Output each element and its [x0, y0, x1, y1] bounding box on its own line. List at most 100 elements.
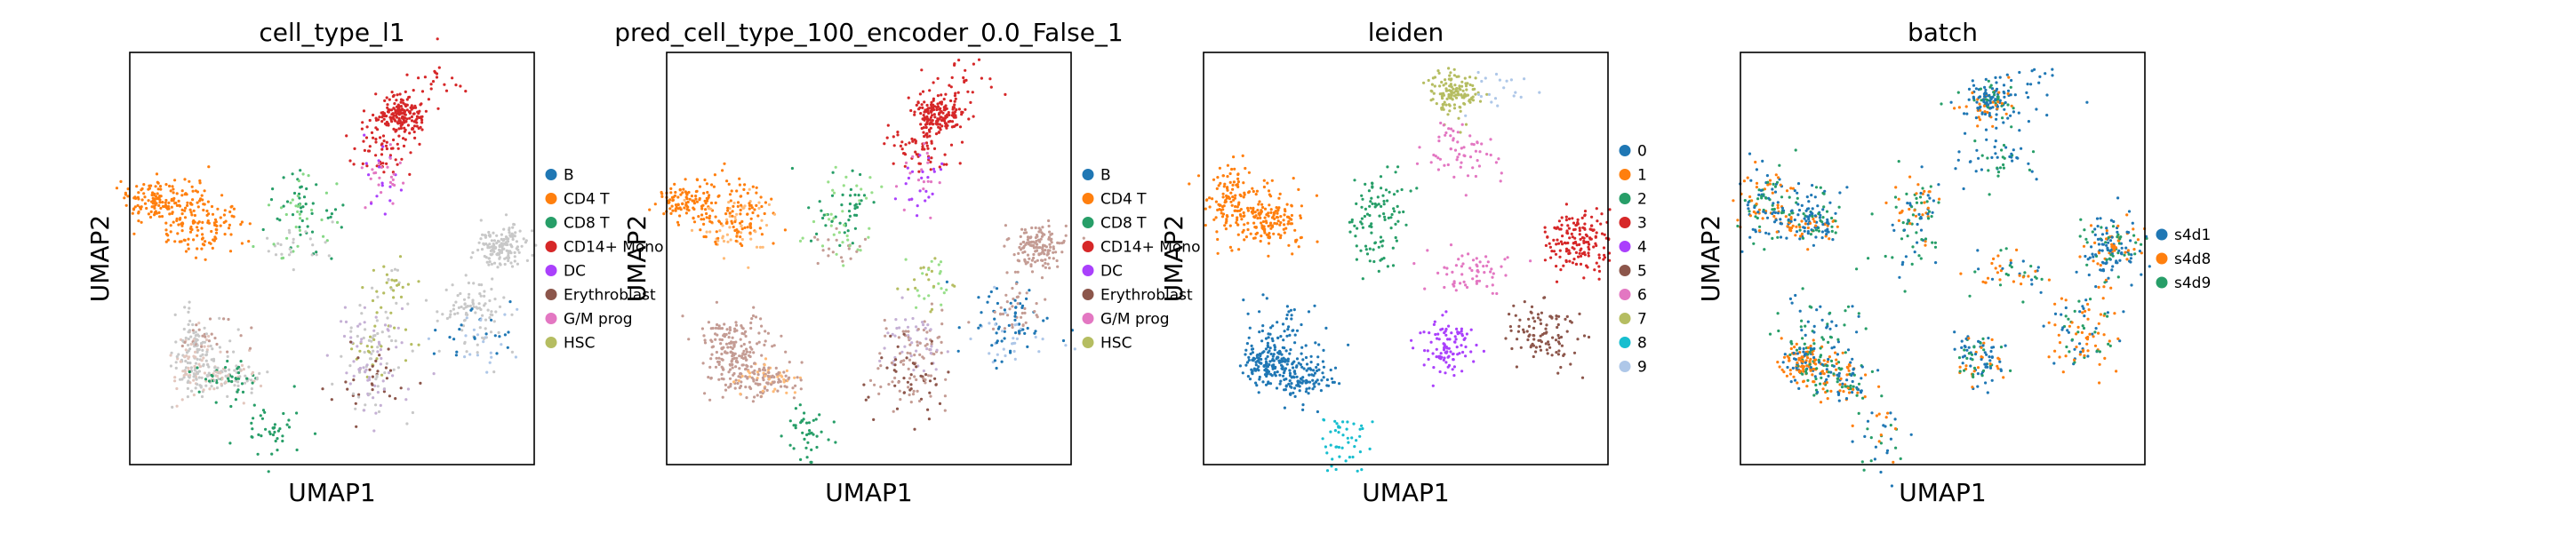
data-point [463, 302, 467, 306]
data-point [1368, 259, 1372, 263]
data-point [730, 340, 733, 344]
data-point [482, 242, 485, 245]
data-point [444, 288, 448, 291]
data-point [695, 200, 700, 203]
data-point [1348, 220, 1351, 224]
data-point [1751, 227, 1755, 231]
data-point [419, 381, 422, 385]
data-point [699, 228, 702, 232]
data-point [1477, 279, 1482, 282]
data-point [842, 184, 845, 187]
data-point [1462, 154, 1466, 157]
data-point [1438, 157, 1442, 161]
data-point [223, 369, 227, 372]
data-point [1300, 352, 1303, 355]
data-point [298, 212, 301, 216]
data-point [1582, 236, 1586, 240]
data-point [1436, 332, 1440, 336]
data-point [775, 372, 779, 376]
data-point [499, 263, 502, 266]
data-point [740, 354, 744, 358]
data-point [1474, 149, 1477, 153]
data-point [715, 300, 719, 304]
data-point [187, 237, 190, 241]
data-point [995, 366, 998, 370]
data-point [715, 350, 719, 354]
data-point [1837, 205, 1841, 209]
data-point [932, 353, 936, 356]
data-point [1585, 235, 1589, 238]
data-point [191, 189, 195, 193]
data-point [2006, 91, 2010, 96]
data-point [483, 294, 486, 298]
data-point [1576, 338, 1580, 341]
data-point [1825, 210, 1829, 213]
legend-label: CD4 T [564, 191, 610, 209]
data-point [227, 379, 231, 383]
data-point [930, 345, 933, 348]
data-point [1444, 82, 1448, 85]
data-point [206, 345, 210, 348]
data-point [400, 157, 404, 161]
data-point [1600, 232, 1604, 235]
data-point [892, 410, 895, 413]
data-point [832, 420, 836, 424]
data-point [953, 124, 956, 128]
data-point [1262, 179, 1266, 182]
data-point [2035, 107, 2038, 111]
data-point [784, 374, 788, 378]
data-point [782, 378, 786, 381]
data-point [239, 223, 243, 227]
data-point [242, 368, 245, 371]
data-point [1285, 203, 1289, 206]
data-point [304, 230, 308, 234]
data-point [1464, 194, 1468, 197]
data-point [451, 76, 454, 80]
data-point [1468, 266, 1472, 270]
data-point [1816, 204, 1820, 208]
data-point [918, 189, 922, 193]
data-point [1346, 420, 1349, 424]
data-point [1268, 193, 1271, 196]
data-point [972, 62, 975, 66]
data-point [229, 205, 233, 209]
data-point [267, 203, 271, 207]
data-point [1991, 124, 1995, 128]
data-point [250, 391, 253, 394]
data-point [1023, 306, 1027, 310]
data-point [862, 194, 867, 197]
data-point [1539, 348, 1543, 352]
data-point [1015, 337, 1019, 340]
data-point [172, 196, 176, 200]
data-point [750, 376, 754, 379]
cluster-6 [1241, 177, 1318, 236]
data-point [1305, 378, 1308, 382]
data-point [1251, 372, 1254, 376]
data-point [813, 235, 817, 239]
data-point [364, 328, 367, 331]
data-point [705, 216, 708, 219]
data-point [399, 126, 403, 130]
data-point [291, 172, 294, 176]
data-point [678, 214, 682, 218]
data-point [1380, 187, 1383, 190]
data-point [1264, 337, 1268, 340]
data-point [731, 346, 734, 350]
data-point [1276, 216, 1279, 219]
data-point [1543, 226, 1547, 229]
data-point [913, 113, 916, 116]
data-point [387, 278, 390, 282]
data-point [224, 374, 228, 378]
data-point [1771, 191, 1774, 195]
data-point [831, 188, 835, 192]
data-point [1538, 91, 1541, 94]
cluster-3 [1954, 128, 2038, 196]
data-point [1579, 237, 1582, 241]
data-point [431, 80, 436, 84]
data-point [1594, 235, 1597, 239]
data-point [268, 430, 271, 434]
data-point [1581, 251, 1585, 255]
data-point [1324, 445, 1327, 449]
data-point [194, 189, 197, 193]
